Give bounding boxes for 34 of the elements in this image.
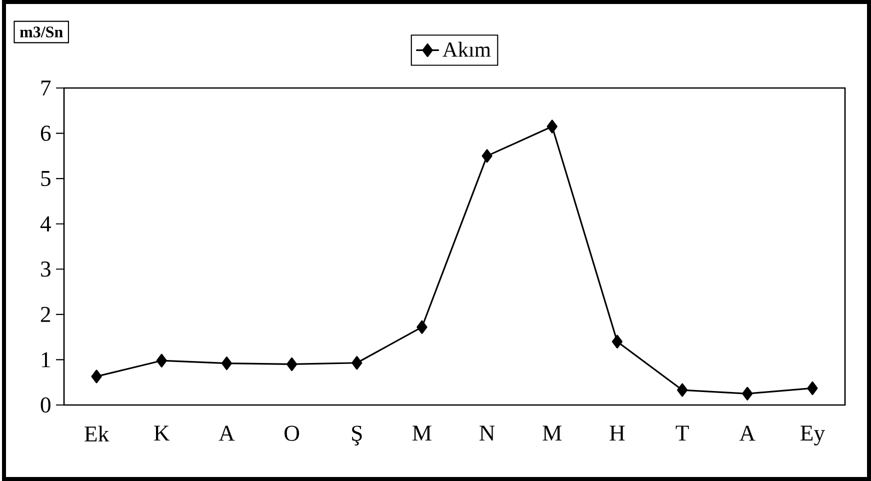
- point: [416, 320, 428, 334]
- y-tick-label: 4: [40, 216, 51, 232]
- legend-label: Akım: [442, 42, 491, 57]
- y-tick-label: 7: [41, 80, 51, 96]
- point: [286, 357, 298, 372]
- x-tick-label: M: [412, 426, 432, 441]
- y-tick-label: 6: [40, 126, 51, 141]
- point: [91, 370, 102, 384]
- x-tick-label: H: [610, 426, 625, 441]
- x-tick-label: K: [154, 426, 170, 441]
- point: [742, 386, 753, 400]
- x-tick-label: A: [218, 426, 235, 441]
- x-tick-label: Ey: [800, 426, 825, 446]
- y-tick-label: 3: [41, 262, 50, 277]
- y-tick-label: 2: [40, 306, 50, 322]
- point: [156, 354, 167, 368]
- point: [807, 381, 818, 396]
- point: [352, 356, 362, 370]
- x-tick-label: M: [542, 426, 562, 441]
- point: [676, 383, 688, 397]
- x-tick-label: N: [480, 426, 495, 441]
- point: [612, 334, 623, 348]
- point: [221, 356, 232, 370]
- y-tick-label: 5: [41, 171, 50, 186]
- point: [546, 120, 558, 134]
- x-tick-label: Ş: [352, 426, 362, 446]
- x-tick-label: Ek: [84, 426, 110, 442]
- x-tick-label: O: [284, 426, 300, 441]
- y-axis-title: m3/Sn: [20, 26, 63, 38]
- x-tick-label: T: [676, 426, 689, 441]
- y-tick-label: 1: [42, 352, 50, 368]
- point: [482, 149, 492, 163]
- x-tick-label: A: [739, 426, 756, 441]
- y-tick-label: 0: [40, 397, 50, 413]
